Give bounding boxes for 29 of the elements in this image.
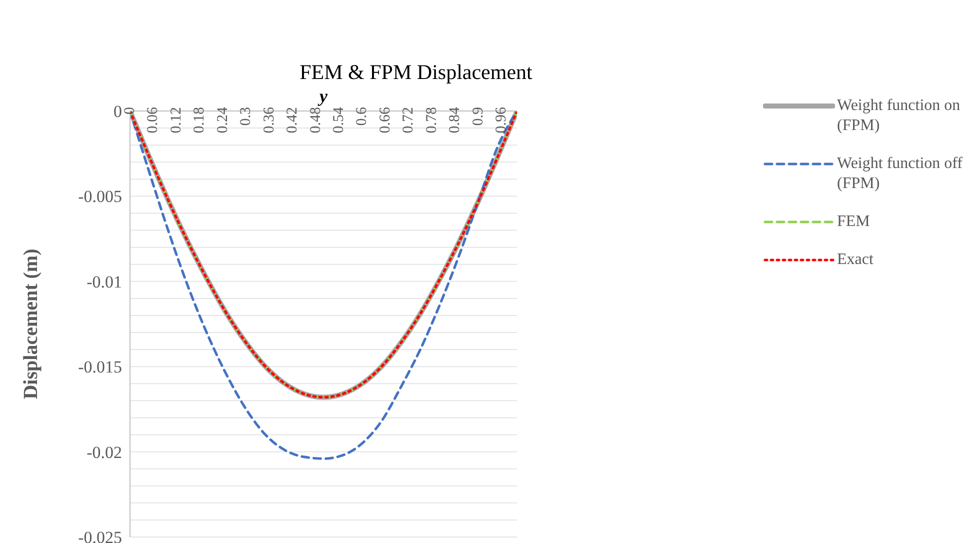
x-tick-label: 0.18: [192, 107, 208, 134]
x-tick-label: 0.12: [168, 107, 184, 134]
legend-label: Exact: [837, 250, 874, 270]
legend-label: FEM: [837, 212, 870, 232]
y-tick-label: -0.01: [86, 272, 122, 292]
x-axis-title: y: [318, 86, 328, 106]
x-tick-label: 0.6: [354, 106, 370, 126]
x-tick-label: 0.72: [400, 107, 417, 134]
x-tick-label: 0.96: [494, 106, 510, 134]
y-tick-label: -0.015: [78, 358, 122, 377]
x-tick-label: 0.54: [330, 106, 347, 134]
x-tick-label: 0.84: [447, 106, 464, 134]
x-tick-label: 0.3: [238, 107, 254, 126]
x-tick-label: 0.9: [470, 107, 486, 126]
x-tick-label: 0.48: [308, 107, 324, 134]
y-tick-label: -0.025: [78, 528, 122, 543]
legend-label: Weight function on (FPM): [837, 96, 962, 136]
x-tick-label: 0.24: [214, 106, 231, 134]
x-tick-label: 0: [122, 107, 138, 114]
legend-label: Weight function off (FPM): [837, 154, 964, 194]
x-tick-label: 0.78: [424, 107, 440, 134]
x-tick-label: 0.66: [377, 106, 394, 134]
chart-title: FEM & FPM Displacement: [300, 60, 532, 84]
x-tick-label: 0.06: [145, 106, 162, 134]
y-axis-title: Displacement (m): [20, 248, 42, 400]
y-tick-label: -0.02: [86, 442, 122, 462]
x-tick-label: 0.36: [261, 106, 278, 134]
y-tick-label: -0.005: [78, 187, 122, 206]
x-tick-label: 0.42: [284, 107, 301, 134]
